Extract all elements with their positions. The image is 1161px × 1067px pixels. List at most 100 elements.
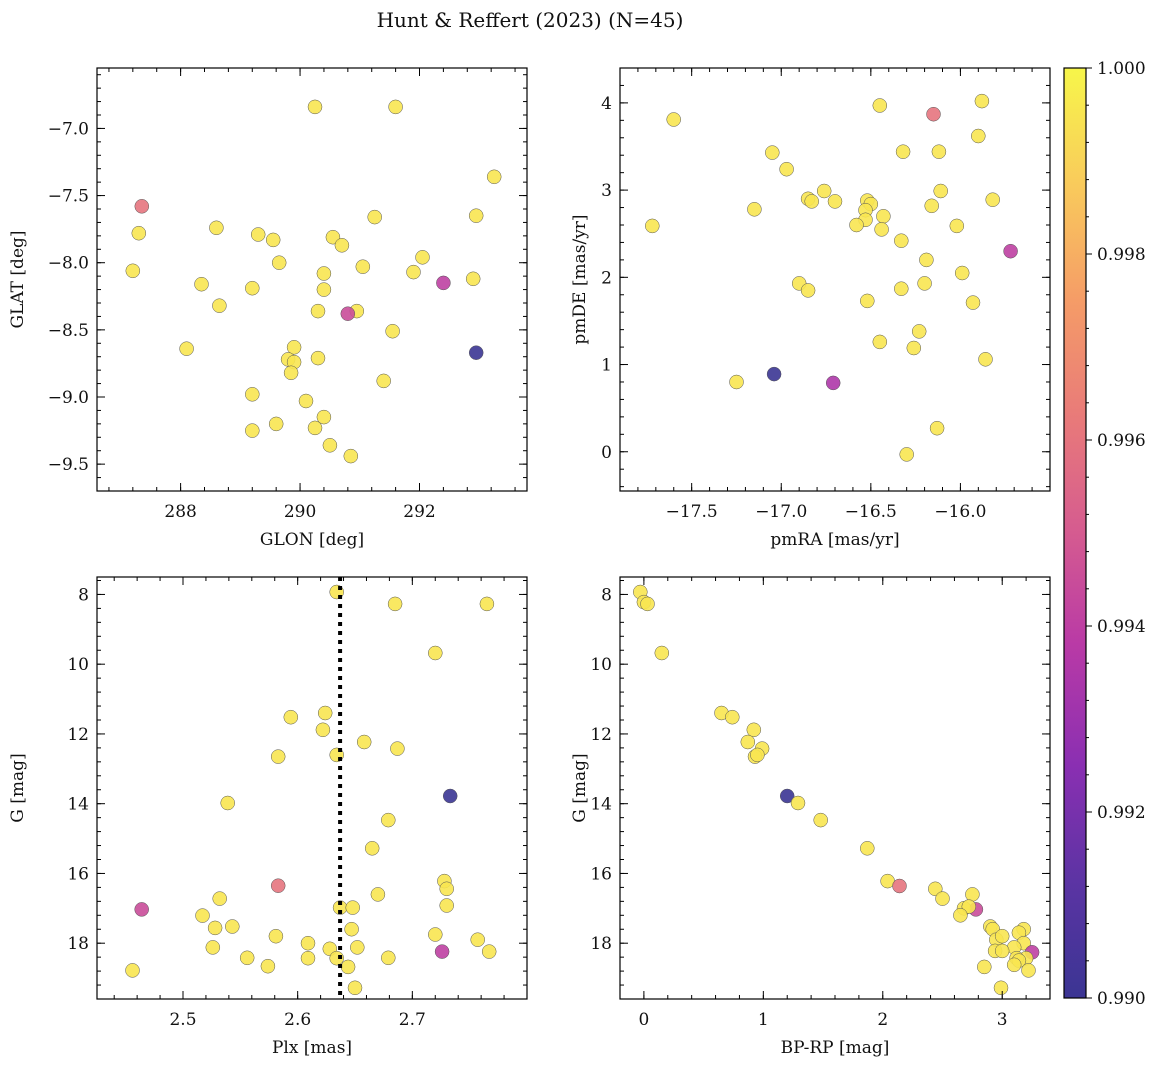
data-point <box>322 438 338 453</box>
data-point <box>899 447 914 462</box>
y-tick-label: 10 <box>590 655 612 675</box>
y-tick-label: 16 <box>590 864 612 884</box>
data-point <box>439 898 454 913</box>
data-point <box>1006 957 1022 973</box>
data-point <box>813 812 828 828</box>
data-point <box>134 199 150 214</box>
y-tick-label: 12 <box>67 725 89 745</box>
data-point <box>747 202 762 217</box>
data-point <box>298 393 314 409</box>
data-point <box>194 276 209 292</box>
data-point <box>971 128 986 144</box>
data-point <box>205 940 221 955</box>
x-tick-label: 288 <box>164 502 196 522</box>
data-point <box>340 959 356 975</box>
x-tick-label: 0 <box>638 1010 649 1030</box>
x-axis-label: Plx [mas] <box>272 1038 352 1058</box>
colorbar-tick-label: 0.990 <box>1097 989 1146 1009</box>
data-point <box>779 161 794 177</box>
data-point <box>286 340 302 355</box>
data-point <box>1021 963 1036 978</box>
data-point <box>381 950 396 966</box>
data-point <box>283 709 299 725</box>
y-tick-label: 8 <box>78 585 89 605</box>
data-point <box>131 225 147 241</box>
data-point <box>300 950 316 966</box>
data-point <box>926 106 941 122</box>
data-point <box>919 252 934 268</box>
data-point <box>442 788 458 804</box>
x-axis-label: pmRA [mas/yr] <box>770 530 899 550</box>
data-point <box>729 374 744 390</box>
data-point <box>428 645 443 661</box>
data-point <box>207 920 223 936</box>
data-point <box>245 423 260 438</box>
data-point <box>935 891 950 906</box>
data-point <box>307 99 323 115</box>
data-point <box>239 950 255 966</box>
colorbar-frame <box>1063 67 1087 999</box>
scatter-points <box>125 99 502 464</box>
data-point <box>953 908 968 923</box>
data-point <box>390 741 405 756</box>
data-point <box>270 749 286 764</box>
data-point <box>645 218 660 234</box>
colorbar-tick-label: 0.998 <box>1097 245 1146 265</box>
data-point <box>892 878 907 894</box>
data-point <box>993 980 1009 996</box>
data-point <box>978 352 993 367</box>
x-tick-label: −17.5 <box>666 502 718 522</box>
x-tick-label: 2.6 <box>284 1010 311 1030</box>
data-point <box>356 734 372 750</box>
data-point <box>212 891 227 906</box>
axes-frame <box>619 576 1051 1000</box>
data-point <box>800 283 816 298</box>
y-tick-label: 14 <box>67 795 89 815</box>
data-point <box>315 722 331 738</box>
data-point <box>406 264 421 280</box>
data-point <box>974 93 990 109</box>
data-point <box>933 183 948 199</box>
x-tick-label: 290 <box>284 502 316 522</box>
data-point <box>300 935 316 951</box>
data-point <box>465 271 481 287</box>
data-point <box>270 878 286 893</box>
data-point <box>1003 243 1018 259</box>
x-tick-label: −17.0 <box>755 502 807 522</box>
y-axis-label: GLAT [deg] <box>8 230 28 328</box>
y-tick-label: 3 <box>601 181 612 201</box>
data-point <box>654 645 670 661</box>
data-point <box>268 416 284 432</box>
data-point <box>436 275 451 291</box>
data-point <box>329 950 344 966</box>
data-point <box>928 881 943 897</box>
data-point <box>765 145 780 160</box>
data-point <box>906 340 922 356</box>
data-point <box>740 734 756 750</box>
y-axis-label: G [mag] <box>570 753 590 822</box>
data-point <box>385 323 400 339</box>
data-point <box>481 944 497 959</box>
colorbar-tick-label: 0.996 <box>1097 431 1146 451</box>
data-point <box>911 324 927 339</box>
data-point <box>468 345 484 360</box>
data-point <box>415 250 430 265</box>
data-point <box>370 887 386 902</box>
x-tick-label: 2.7 <box>399 1010 426 1030</box>
colorbar-tick-label: 1.000 <box>1097 59 1146 79</box>
y-tick-label: 2 <box>601 268 612 288</box>
data-point <box>245 387 260 402</box>
data-point <box>355 259 371 274</box>
data-point <box>725 709 740 725</box>
data-point <box>376 373 391 389</box>
x-tick-label: 1 <box>758 1010 769 1030</box>
data-point <box>876 209 891 224</box>
data-point <box>310 350 326 366</box>
data-point <box>334 238 350 253</box>
y-tick-label: 0 <box>601 443 612 463</box>
data-point <box>949 218 965 234</box>
figure-title: Hunt & Reffert (2023) (N=45) <box>377 8 684 32</box>
colorbar-gradient <box>1064 68 1086 998</box>
